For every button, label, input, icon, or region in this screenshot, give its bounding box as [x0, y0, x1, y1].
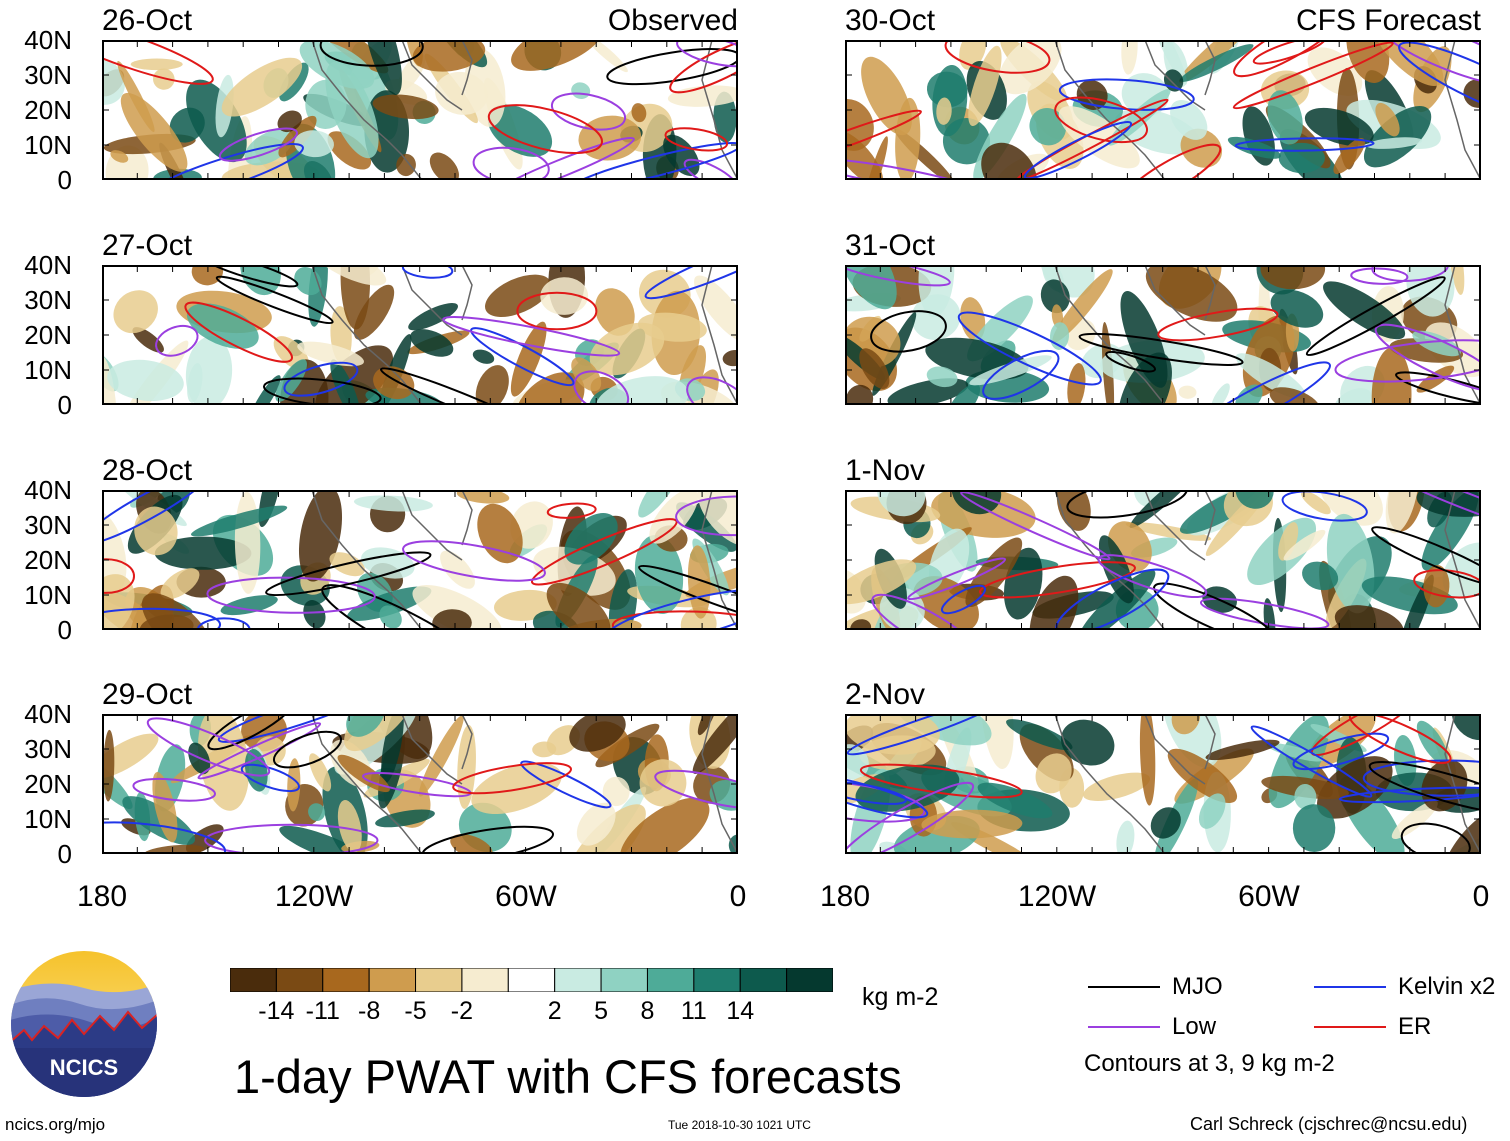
colorbar-tick-label: 5: [594, 997, 609, 1025]
colorbar-tick-label: 14: [726, 997, 755, 1025]
colorbar-swatch: [554, 967, 602, 993]
lat-label: 20N: [24, 769, 72, 799]
colorbar-swatch: [415, 967, 463, 993]
legend-note: Contours at 3, 9 kg m-2: [1084, 1050, 1335, 1077]
panel-date: 2-Nov: [845, 678, 926, 711]
pwat-map-0-0: [46, 0, 773, 218]
colorbar-swatch: [646, 967, 695, 993]
pwat-map-0-2: [58, 455, 796, 674]
panel-date: 30-Oct: [845, 4, 936, 37]
panel-date: 1-Nov: [845, 454, 926, 487]
colorbar-swatch: [600, 967, 648, 993]
lon-label: 180: [819, 880, 871, 913]
footer-url[interactable]: ncics.org/mjo: [5, 1115, 106, 1134]
legend-label: Low: [1172, 1013, 1217, 1040]
colorbar-swatch: [322, 967, 370, 993]
panel-date: 31-Oct: [845, 229, 936, 262]
colorbar-swatch: [786, 967, 834, 993]
legend-label: MJO: [1172, 973, 1223, 1000]
legend-swatch: [1314, 1026, 1386, 1028]
colorbar-swatch: [507, 967, 556, 993]
panel-date: 29-Oct: [102, 678, 193, 711]
lon-label: 120W: [1017, 880, 1097, 913]
ncics-logo-graphic: NCICS: [11, 951, 157, 1097]
pwat-map-1-2: [824, 456, 1510, 660]
footer-credit: Carl Schreck (cjschrec@ncsu.edu): [1190, 1114, 1468, 1134]
pwat-map-0-3: [64, 670, 775, 885]
pwat-map-1-0: [769, 10, 1510, 210]
lat-label: 10N: [24, 804, 72, 834]
panel-date: 28-Oct: [102, 454, 193, 487]
panel-tag: Observed: [607, 4, 738, 37]
lat-label: 10N: [24, 580, 72, 610]
footer-timestamp: Tue 2018-10-30 1021 UTC: [668, 1118, 811, 1132]
colorbar-swatch: [461, 967, 509, 993]
panel-tag: CFS Forecast: [1295, 4, 1481, 37]
pwat-map-1-1: [828, 227, 1510, 445]
lat-label: 30N: [24, 734, 72, 764]
legend-swatch: [1088, 986, 1160, 988]
colorbar-tick-label: -5: [404, 997, 427, 1025]
lat-label: 40N: [24, 25, 72, 55]
legend-label: Kelvin x2: [1398, 973, 1496, 1000]
colorbar-units: kg m-2: [862, 983, 939, 1011]
pwat-map-1-3: [779, 663, 1510, 894]
panel-date: 27-Oct: [102, 229, 193, 262]
lat-label: 30N: [24, 285, 72, 315]
legend-swatch: [1088, 1026, 1160, 1028]
ncics-logo: NCICS: [10, 950, 158, 1098]
colorbar-tick-label: 11: [680, 997, 707, 1025]
legend-swatch: [1314, 986, 1386, 988]
colorbar-swatch: [739, 967, 788, 993]
colorbar-swatches: [229, 967, 834, 993]
colorbar-swatch: [693, 967, 741, 993]
lat-label: 40N: [24, 699, 72, 729]
lat-label: 0: [57, 390, 72, 420]
lat-label: 10N: [24, 355, 72, 385]
lat-label: 10N: [24, 130, 72, 160]
lat-label: 20N: [24, 545, 72, 575]
colorbar-tick-label: 2: [547, 997, 562, 1025]
colorbar: [229, 967, 834, 993]
colorbar-tick-label: 8: [640, 997, 655, 1025]
colorbar-tick-label: -14: [258, 997, 295, 1025]
lat-label: 30N: [24, 60, 72, 90]
lon-label: 0: [1472, 880, 1490, 913]
lat-label: 30N: [24, 510, 72, 540]
lat-label: 0: [57, 165, 72, 195]
lat-label: 40N: [24, 250, 72, 280]
lon-label: 0: [729, 880, 747, 913]
lon-label: 60W: [1238, 880, 1300, 913]
colorbar-swatch: [368, 967, 417, 993]
logo-text: NCICS: [50, 1055, 118, 1080]
lat-label: 20N: [24, 320, 72, 350]
lon-label: 120W: [274, 880, 354, 913]
pwat-map-0-1: [89, 228, 795, 446]
colorbar-swatch: [229, 967, 277, 993]
lat-label: 40N: [24, 475, 72, 505]
panel-date: 26-Oct: [102, 4, 193, 37]
lat-label: 0: [57, 615, 72, 645]
lon-label: 180: [76, 880, 128, 913]
lon-label: 60W: [495, 880, 557, 913]
lat-label: 0: [57, 839, 72, 869]
lat-label: 20N: [24, 95, 72, 125]
colorbar-tick-label: -8: [358, 997, 381, 1025]
colorbar-swatch: [275, 967, 324, 993]
colorbar-tick-label: -2: [450, 997, 474, 1025]
figure-title: 1-day PWAT with CFS forecasts: [234, 1050, 902, 1103]
legend-label: ER: [1398, 1013, 1432, 1040]
colorbar-tick-label: -11: [305, 997, 340, 1025]
